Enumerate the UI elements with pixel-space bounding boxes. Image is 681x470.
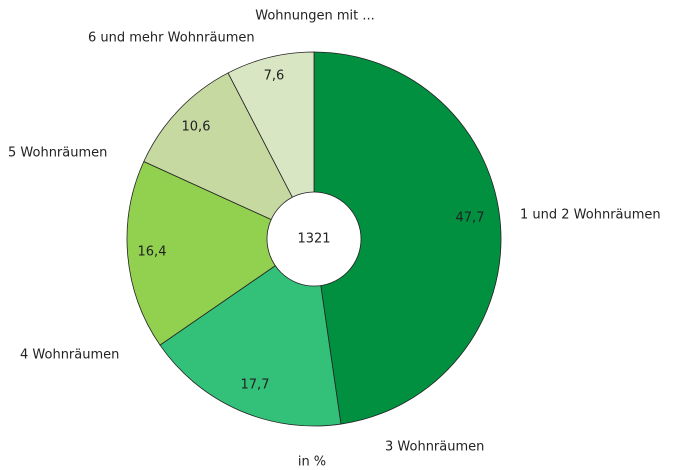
value-label: 16,4 xyxy=(138,245,167,260)
value-label: 47,7 xyxy=(456,211,485,226)
category-label: 5 Wohnräumen xyxy=(8,146,107,161)
value-label: 17,7 xyxy=(241,378,270,393)
center-label: 1321 xyxy=(297,232,330,247)
chart-title: Wohnungen mit ... xyxy=(255,9,375,24)
category-label: 4 Wohnräumen xyxy=(20,348,119,363)
pie-slice xyxy=(126,160,315,346)
donut-hole xyxy=(266,191,362,287)
value-label: 7,6 xyxy=(264,69,285,84)
pie-slice xyxy=(159,238,342,427)
pie-slice xyxy=(313,51,502,425)
category-label: 1 und 2 Wohnräumen xyxy=(520,208,661,223)
pie-slice xyxy=(227,51,315,240)
pie-slice xyxy=(143,72,315,240)
category-label: 6 und mehr Wohnräumen xyxy=(88,31,255,46)
category-label: 3 Wohnräumen xyxy=(385,440,484,455)
unit-label: in % xyxy=(298,455,326,470)
value-label: 10,6 xyxy=(182,120,211,135)
